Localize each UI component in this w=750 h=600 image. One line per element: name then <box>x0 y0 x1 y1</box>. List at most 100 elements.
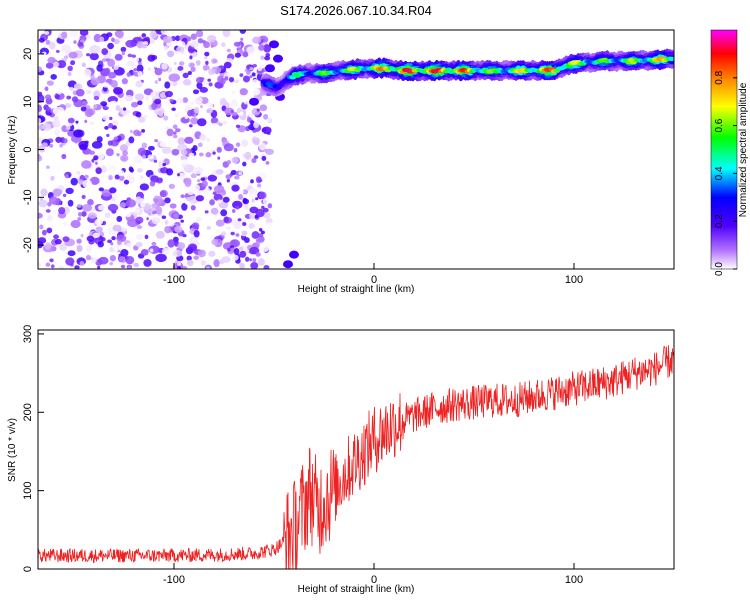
noise-speckle <box>124 94 134 102</box>
noise-speckle <box>85 244 93 253</box>
noise-speckle <box>233 41 241 47</box>
noise-speckle <box>261 126 272 135</box>
colorbar-tick-label: 0.2 <box>714 214 725 228</box>
noise-speckle <box>220 209 228 217</box>
noise-speckle <box>257 95 263 101</box>
noise-speckle <box>108 122 114 129</box>
noise-speckle <box>204 56 207 60</box>
noise-speckle <box>107 239 113 244</box>
noise-speckle <box>207 78 212 82</box>
noise-speckle <box>75 88 85 97</box>
noise-speckle <box>162 162 166 167</box>
noise-speckle <box>149 248 154 253</box>
noise-speckle <box>87 199 94 206</box>
noise-speckle <box>38 137 43 145</box>
noise-speckle <box>262 197 269 205</box>
noise-speckle <box>81 194 86 199</box>
y-tick-label: -20 <box>22 237 34 253</box>
noise-speckle <box>177 173 180 177</box>
noise-speckle <box>200 177 206 181</box>
noise-speckle <box>240 218 247 223</box>
noise-speckle <box>107 58 116 67</box>
noise-speckle <box>232 254 239 261</box>
noise-speckle <box>114 87 121 95</box>
noise-speckle <box>261 205 265 210</box>
noise-speckle <box>226 179 230 183</box>
noise-speckle <box>97 204 106 211</box>
noise-speckle <box>215 219 225 227</box>
noise-speckle <box>201 180 208 188</box>
noise-speckle <box>158 77 162 82</box>
noise-speckle <box>120 227 127 232</box>
noise-speckle <box>202 64 210 71</box>
noise-speckle <box>231 200 243 209</box>
y-tick-label: 10 <box>22 96 34 108</box>
noise-speckle <box>55 136 62 143</box>
noise-speckle <box>215 229 221 233</box>
noise-speckle <box>61 155 66 159</box>
colorbar-ticks: 0.0 0.2 0.4 0.6 0.8 <box>714 70 737 276</box>
noise-speckle <box>70 60 76 66</box>
noise-speckle <box>76 171 81 175</box>
noise-speckle <box>84 119 88 124</box>
noise-speckle <box>158 160 166 169</box>
noise-speckle <box>102 115 109 121</box>
noise-speckle <box>46 80 54 86</box>
noise-speckle <box>148 145 155 151</box>
spectrogram-ylabel: Frequency (Hz) <box>7 116 18 185</box>
noise-speckle <box>136 41 144 49</box>
noise-speckle <box>243 237 250 243</box>
noise-speckle <box>50 175 55 181</box>
noise-speckle <box>182 72 189 79</box>
noise-speckle <box>151 217 161 225</box>
noise-speckle <box>74 83 80 89</box>
noise-speckle <box>173 61 177 66</box>
noise-speckle <box>222 30 231 38</box>
noise-speckle <box>180 149 188 156</box>
noise-speckle <box>141 129 146 133</box>
noise-speckle <box>172 81 177 86</box>
noise-speckle <box>109 187 117 194</box>
noise-speckle <box>76 238 82 244</box>
noise-speckle <box>184 136 194 144</box>
noise-speckle <box>77 217 82 221</box>
noise-speckle <box>67 65 73 72</box>
noise-speckle <box>68 51 78 59</box>
noise-speckle <box>252 78 259 86</box>
noise-speckle <box>107 140 114 146</box>
noise-speckle <box>119 175 125 181</box>
noise-speckle <box>38 66 43 73</box>
noise-speckle <box>234 52 241 58</box>
noise-speckle <box>255 252 261 257</box>
noise-speckle <box>52 119 61 128</box>
noise-speckle <box>50 264 55 269</box>
x-tick-label: -100 <box>163 574 185 586</box>
noise-speckle <box>264 55 271 61</box>
noise-speckle <box>65 257 75 266</box>
noise-speckle <box>251 198 255 203</box>
noise-speckle <box>251 72 256 77</box>
noise-blob <box>273 54 283 63</box>
noise-speckle <box>249 258 252 262</box>
noise-speckle <box>120 154 129 162</box>
noise-speckle <box>241 230 248 236</box>
noise-speckle <box>149 30 158 39</box>
noise-speckle <box>77 204 82 208</box>
y-tick-label: 100 <box>22 481 34 499</box>
colorbar-gradient <box>711 30 737 269</box>
noise-speckle <box>251 231 260 239</box>
noise-speckle <box>190 66 196 72</box>
noise-speckle <box>41 229 47 236</box>
noise-speckle <box>192 145 198 152</box>
noise-speckle <box>210 44 214 48</box>
noise-speckle <box>119 202 127 208</box>
noise-speckle <box>143 258 152 267</box>
noise-speckle <box>203 41 211 49</box>
noise-speckle <box>38 118 42 124</box>
noise-speckle <box>101 48 109 55</box>
noise-speckle <box>109 261 114 266</box>
noise-speckle <box>115 105 121 112</box>
noise-speckle <box>252 36 262 44</box>
noise-speckle <box>228 76 235 83</box>
